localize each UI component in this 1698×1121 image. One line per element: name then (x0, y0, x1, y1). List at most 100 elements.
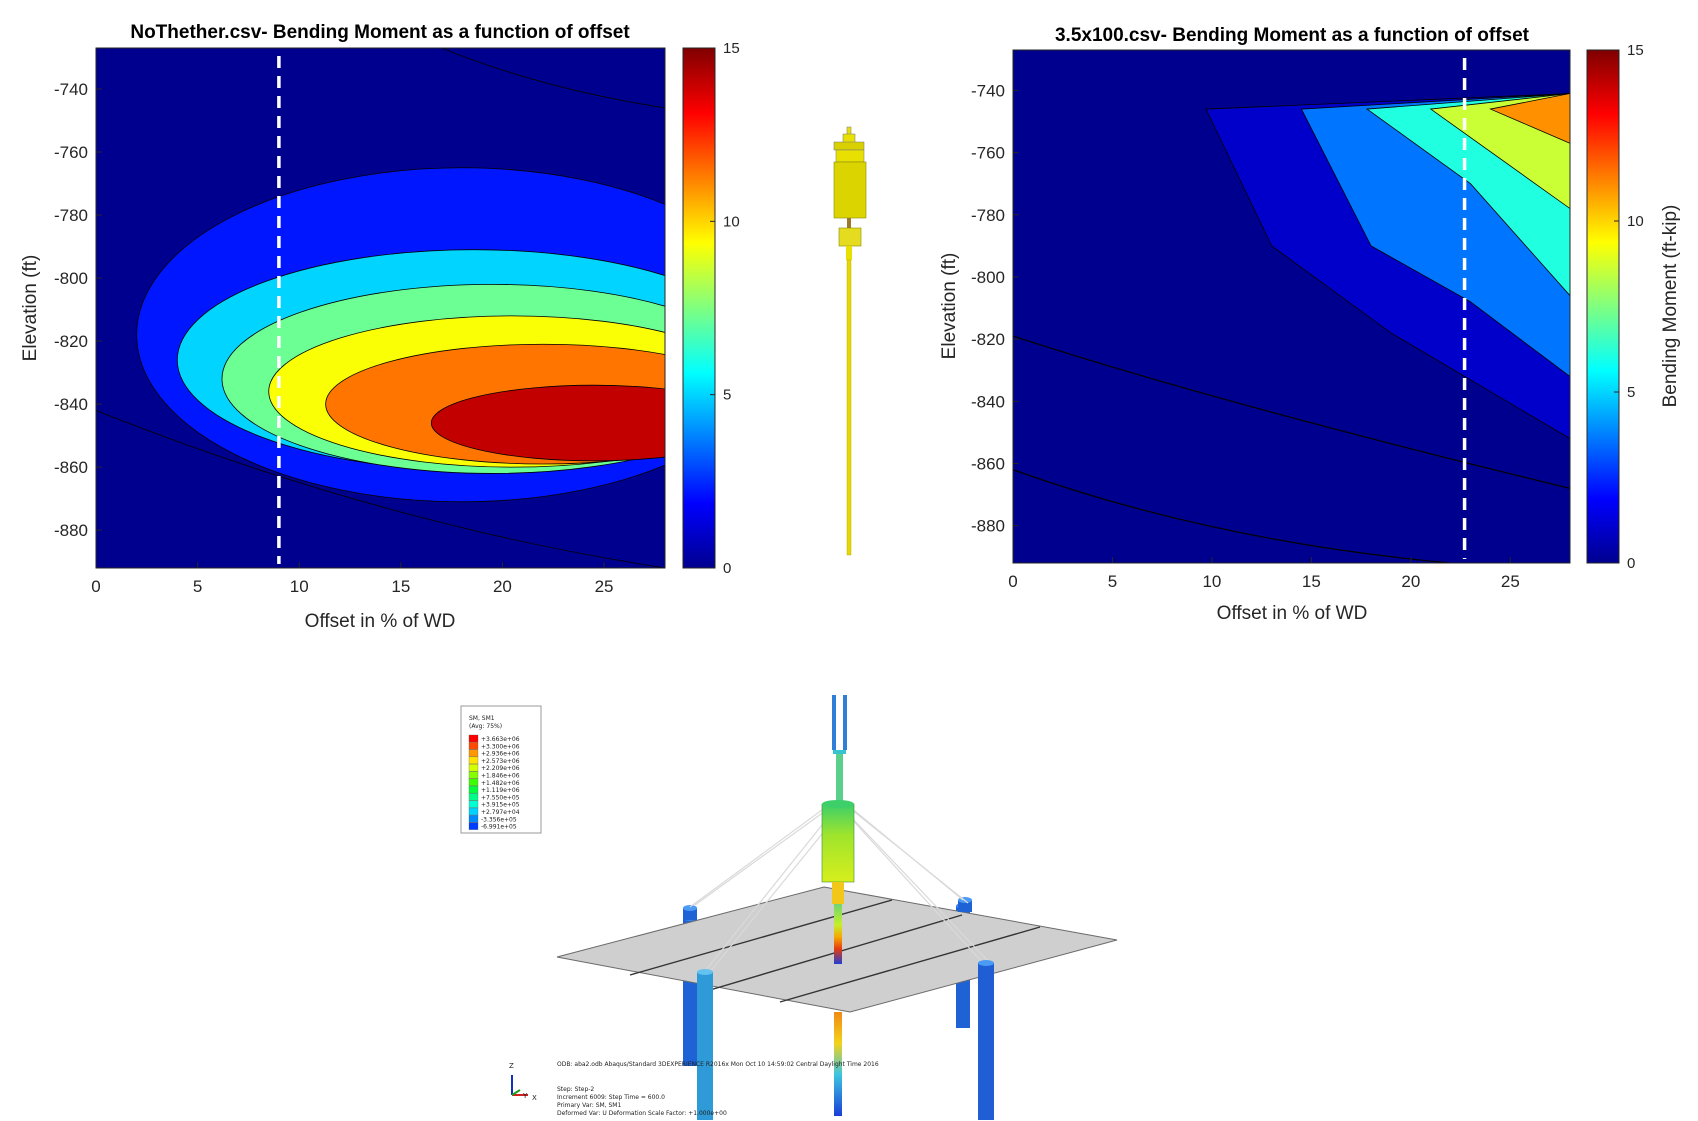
legend-swatch (468, 800, 479, 808)
colorbar-tick-label: 0 (723, 560, 731, 577)
subsea-head (821, 803, 855, 883)
fea-legend-avg: (Avg: 75%) (469, 723, 502, 730)
legend-value: +2.936e+06 (481, 751, 520, 758)
legend-swatch (468, 764, 479, 772)
chart1-ylabel: Elevation (ft) (20, 255, 41, 362)
pile-front-left (697, 972, 713, 1120)
chart2-contour-fills (1013, 58, 1570, 563)
chart2-colorbar-label: Bending Moment (ft-kip) (1660, 205, 1681, 408)
xtick-label: 10 (1202, 572, 1221, 591)
contour-band-7 (430, 384, 665, 462)
ytick-label: -780 (54, 206, 88, 225)
legend-value: +3.663e+06 (481, 736, 520, 743)
xtick-label: 0 (1008, 572, 1017, 591)
mooring-lines (689, 806, 989, 976)
legend-swatch (468, 807, 479, 816)
chart2-ylabel: Elevation (ft) (939, 253, 960, 360)
legend-swatch (468, 778, 479, 786)
ytick-label: -840 (971, 392, 1005, 411)
legend-value: +2.209e+06 (481, 765, 520, 772)
legend-swatch (468, 793, 479, 801)
chart1-contour-fills (96, 48, 665, 568)
contour-line-high (441, 48, 665, 109)
legend-value: +3.300e+06 (481, 743, 520, 750)
legend-value: +1.482e+06 (481, 780, 520, 787)
xtick-label: 25 (595, 577, 614, 596)
chart1-title: NoThether.csv- Bending Moment as a funct… (130, 22, 630, 43)
ytick-label: -840 (54, 395, 88, 414)
fea-info-step: Step: Step-2 (557, 1086, 594, 1093)
ytick-label: -740 (54, 80, 88, 99)
xtick-label: 10 (290, 577, 309, 596)
ytick-label: -820 (54, 332, 88, 351)
colorbar-tick-label: 5 (1627, 384, 1635, 401)
xtick-label: 15 (391, 577, 410, 596)
contour-line-low (1013, 469, 1451, 563)
fea-info-odb: ODB: aba2.odb Abaqus/Standard 3DEXPERIEN… (557, 1061, 879, 1068)
axis-triad: Z Y X (509, 1062, 537, 1102)
svg-text:Y: Y (522, 1092, 528, 1100)
fea-info-increment: Increment 6009: Step Time = 600.0 (557, 1094, 665, 1101)
legend-value: +2.797e+04 (481, 809, 520, 816)
xtick-label: 5 (193, 577, 202, 596)
legend-value: -6.991e+05 (481, 824, 517, 831)
chart2-colorbar-ticks: 0 5 10 15 (1614, 42, 1644, 572)
riser-model-view (833, 126, 867, 556)
ytick-label: -760 (54, 143, 88, 162)
fea-info-primary: Primary Var: SM, SM1 (557, 1102, 621, 1109)
legend-value: +7.550e+05 (481, 794, 520, 801)
xtick-label: 0 (91, 577, 100, 596)
colorbar-tick-label: 5 (723, 387, 731, 404)
chart2-colorbar (1586, 49, 1620, 564)
xtick-label: 20 (1401, 572, 1420, 591)
legend-swatch (468, 756, 479, 765)
legend-swatch (468, 815, 479, 823)
ytick-label: -760 (971, 144, 1005, 163)
plot-frame (95, 47, 666, 569)
colorbar-tick-label: 10 (723, 213, 740, 230)
ytick-label: -780 (971, 206, 1005, 225)
svg-text:X: X (532, 1094, 537, 1102)
chart1-xlabel: Offset in % of WD (305, 611, 456, 632)
chart2-xlabel: Offset in % of WD (1217, 603, 1368, 624)
legend-swatch (468, 734, 479, 743)
legend-value: +1.846e+06 (481, 773, 520, 780)
legend-value: +1.119e+06 (481, 787, 520, 794)
legend-swatch (468, 771, 479, 779)
fea-info-deformed: Deformed Var: U Deformation Scale Factor… (557, 1110, 727, 1117)
chart1-colorbar-ticks: 0 5 10 15 (710, 40, 740, 577)
svg-text:Z: Z (509, 1062, 514, 1070)
xtick-label: 5 (1108, 572, 1117, 591)
ytick-label: -820 (971, 330, 1005, 349)
xtick-label: 25 (1501, 572, 1520, 591)
chart-no-tether: NoThether.csv- Bending Moment as a funct… (20, 22, 740, 632)
ytick-label: -860 (971, 455, 1005, 474)
legend-value: -3.356e+05 (481, 816, 517, 823)
legend-swatch (468, 785, 479, 794)
chart-3.5x100: 3.5x100.csv- Bending Moment as a functio… (939, 25, 1681, 624)
legend-swatch (468, 749, 479, 757)
fea-legend-items: +3.663e+06+3.300e+06+2.936e+06+2.573e+06… (468, 734, 520, 831)
colorbar-tick-label: 15 (723, 40, 740, 57)
legend-value: +2.573e+06 (481, 758, 520, 765)
fea-3d-view: SM, SM1 (Avg: 75%) +3.663e+06+3.300e+06+… (460, 695, 1118, 1120)
ytick-label: -800 (971, 268, 1005, 287)
chart1-axes: 0 5 10 15 20 25 -740 -760 -780 -800 -820 -840 -860 -8… (54, 47, 666, 596)
legend-swatch (468, 742, 479, 750)
colorbar-tick-label: 0 (1627, 555, 1635, 572)
legend-swatch (468, 822, 479, 830)
chart2-title: 3.5x100.csv- Bending Moment as a functio… (1055, 25, 1530, 46)
ytick-label: -860 (54, 458, 88, 477)
colorbar-tick-label: 10 (1627, 213, 1644, 230)
xtick-label: 20 (493, 577, 512, 596)
legend-value: +3.915e+05 (481, 802, 520, 809)
chart1-colorbar (682, 47, 716, 569)
chart2-axes: 0 5 10 15 20 25 -740 -760 -780 -800 -820 -840 -860 -8… (971, 49, 1571, 591)
contour-line-low (96, 410, 665, 568)
pile-front-right (978, 963, 994, 1120)
ytick-label: -800 (54, 269, 88, 288)
colorbar-tick-label: 15 (1627, 42, 1644, 59)
ytick-label: -880 (54, 521, 88, 540)
contour-line-mid (1013, 335, 1570, 489)
